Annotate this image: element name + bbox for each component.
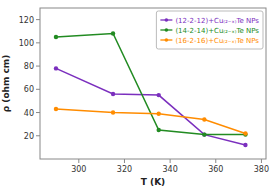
y-tick-label: 100 xyxy=(19,39,34,48)
series-point xyxy=(111,31,115,35)
legend: (12-2-12)+Cu₍₂₋ₓ₎Te NPs (14-2-14)+Cu₍₂₋ₓ₎… xyxy=(156,11,263,49)
x-tick xyxy=(170,159,171,163)
x-tick xyxy=(261,159,262,163)
series-line xyxy=(56,109,245,133)
series-point xyxy=(243,131,247,135)
series-point xyxy=(202,132,206,136)
series-point xyxy=(157,128,161,132)
y-tick xyxy=(36,112,40,113)
y-tick-label: 20 xyxy=(24,132,34,141)
chart: 300 320 340 360 380 20 40 60 80 100 120 T (K) ρ (ohm… xyxy=(0,0,274,189)
series-line xyxy=(56,68,245,145)
y-tick xyxy=(36,89,40,90)
series-point xyxy=(243,143,247,147)
series-point xyxy=(202,132,206,136)
legend-label: (14-2-14)+Cu₍₂₋ₓ₎Te NPs xyxy=(175,27,259,35)
series-point xyxy=(157,93,161,97)
series-point xyxy=(111,110,115,114)
y-tick-label: 60 xyxy=(24,85,34,94)
x-tick-label: 320 xyxy=(117,165,132,174)
series-point xyxy=(202,117,206,121)
y-tick xyxy=(36,66,40,67)
y-tick-label: 120 xyxy=(19,16,34,25)
legend-swatch-marker xyxy=(165,28,169,32)
y-tick xyxy=(36,42,40,43)
series-point xyxy=(54,107,58,111)
x-tick-label: 360 xyxy=(208,165,223,174)
legend-label: (16-2-16)+Cu₍₂₋ₓ₎Te NPs xyxy=(175,37,259,45)
legend-label: (12-2-12)+Cu₍₂₋ₓ₎Te NPs xyxy=(175,17,259,25)
x-tick-label: 380 xyxy=(254,165,269,174)
y-tick-label: 40 xyxy=(24,109,34,118)
series-point xyxy=(157,112,161,116)
y-tick xyxy=(36,135,40,136)
x-tick-label: 300 xyxy=(71,165,86,174)
x-tick xyxy=(215,159,216,163)
plot-frame xyxy=(40,8,266,159)
x-tick-label: 340 xyxy=(162,165,177,174)
y-tick-label: 80 xyxy=(24,62,34,71)
y-axis-label: ρ (ohm cm) xyxy=(1,55,11,113)
x-tick xyxy=(78,159,79,163)
series-point xyxy=(111,92,115,96)
series-point xyxy=(54,66,58,70)
x-axis-label: T (K) xyxy=(141,177,165,187)
y-tick xyxy=(36,19,40,20)
x-tick xyxy=(124,159,125,163)
legend-swatch-marker xyxy=(165,18,169,22)
legend-swatch-marker xyxy=(165,38,169,42)
series-point xyxy=(54,35,58,39)
